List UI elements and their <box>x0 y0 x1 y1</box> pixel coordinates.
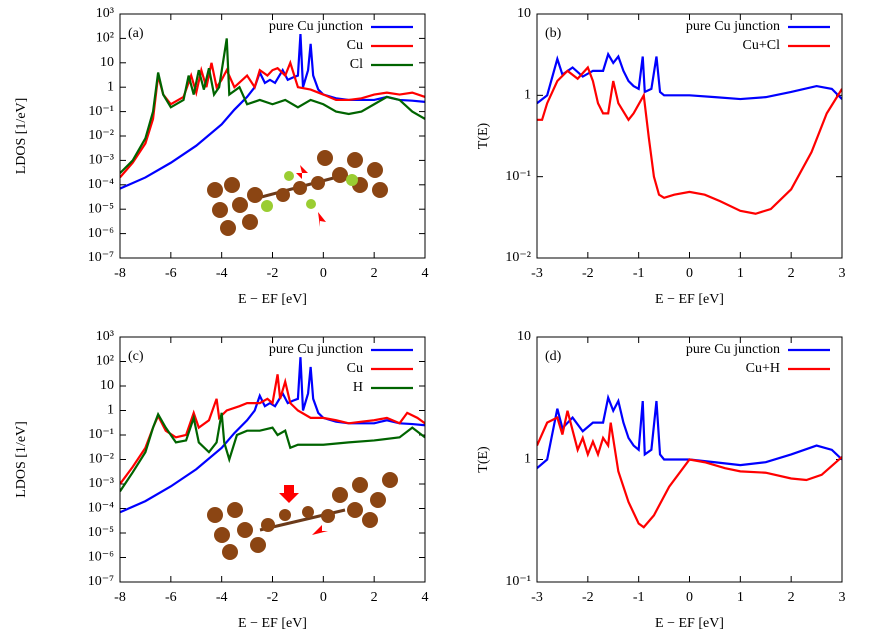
panel: -3 -2 -1 0 1 2 3 10⁻¹ 1 10 pure Cu junction Cu+H (d)… <box>476 329 845 631</box>
panel-label: (c) <box>128 349 144 364</box>
x-tick-label: -4 <box>216 266 228 281</box>
x-tick-label: -8 <box>114 266 126 281</box>
series-line <box>120 357 425 512</box>
y-tick-label: 10⁻¹ <box>505 169 531 184</box>
y-tick-label: 10⁻⁵ <box>88 525 114 540</box>
x-tick-label: 3 <box>839 590 846 605</box>
x-tick-label: 0 <box>686 590 693 605</box>
x-tick-label: 3 <box>839 266 846 281</box>
x-axis-label: E − EF [eV] <box>238 292 307 307</box>
panel-label: (a) <box>128 26 144 41</box>
series-line <box>537 411 842 527</box>
x-axis-label: E − EF [eV] <box>655 292 724 307</box>
y-tick-label: 10³ <box>96 329 114 344</box>
y-tick-label: 10 <box>517 6 531 21</box>
legend-label: Cl <box>350 57 363 72</box>
legend-label: Cu <box>347 361 363 376</box>
y-tick-label: 10⁻¹ <box>88 427 114 442</box>
legend-label: pure Cu junction <box>686 342 780 357</box>
x-tick-label: -1 <box>633 266 645 281</box>
molecule-c <box>207 472 398 560</box>
y-axis-label: T(E) <box>476 446 491 473</box>
y-tick-label: 10⁻¹ <box>505 574 531 589</box>
x-tick-label: -2 <box>582 266 594 281</box>
x-tick-label: -2 <box>267 266 279 281</box>
series-line <box>120 413 425 492</box>
x-tick-label: -6 <box>165 590 177 605</box>
plot-frame <box>120 337 425 582</box>
y-tick-label: 1 <box>107 79 114 94</box>
x-tick-label: 0 <box>320 590 327 605</box>
y-axis-label: LDOS [1/eV] <box>14 98 29 175</box>
y-tick-label: 10 <box>517 329 531 344</box>
y-tick-label: 10³ <box>96 6 114 21</box>
series-line <box>537 67 842 213</box>
legend-label: pure Cu junction <box>686 19 780 34</box>
x-tick-label: 4 <box>422 266 429 281</box>
y-tick-label: 10² <box>96 31 114 46</box>
figure: -8 -6 -4 -2 0 2 4 10⁻⁷ 10⁻⁶ 10⁻⁵ 10⁻⁴ 10⁻³ 10⁻² 10⁻¹ 1… <box>0 0 876 632</box>
y-tick-label: 10⁻⁵ <box>88 201 114 216</box>
y-tick-label: 10 <box>100 55 114 70</box>
legend-label: pure Cu junction <box>269 342 363 357</box>
x-tick-label: 2 <box>371 266 378 281</box>
plot-frame <box>537 14 842 258</box>
panel-label: (d) <box>545 349 562 364</box>
series-line <box>120 63 425 178</box>
x-tick-label: 2 <box>788 266 795 281</box>
x-tick-label: -2 <box>582 590 594 605</box>
y-tick-label: 1 <box>107 403 114 418</box>
y-axis-label: T(E) <box>476 122 491 149</box>
y-tick-label: 1 <box>524 88 531 103</box>
y-tick-label: 10⁻⁶ <box>88 226 114 241</box>
x-axis-label: E − EF [eV] <box>238 616 307 631</box>
legend-label: pure Cu junction <box>269 19 363 34</box>
panel-label: (b) <box>545 26 562 41</box>
y-tick-label: 10⁻² <box>88 128 114 143</box>
y-tick-label: 10⁻⁷ <box>88 574 114 589</box>
y-tick-label: 10⁻⁷ <box>88 250 114 265</box>
x-tick-label: -2 <box>267 590 279 605</box>
x-tick-label: -1 <box>633 590 645 605</box>
x-tick-label: -3 <box>531 266 543 281</box>
y-tick-label: 10⁻² <box>88 452 114 467</box>
x-tick-label: -3 <box>531 590 543 605</box>
y-tick-label: 10⁻² <box>505 250 531 265</box>
x-tick-label: 0 <box>320 266 327 281</box>
x-tick-label: -6 <box>165 266 177 281</box>
x-tick-label: 4 <box>422 590 429 605</box>
y-tick-label: 10⁻⁴ <box>88 501 114 516</box>
x-axis-label: E − EF [eV] <box>655 616 724 631</box>
x-tick-label: 1 <box>737 590 744 605</box>
y-tick-label: 10⁻⁶ <box>88 550 114 565</box>
legend-label: H <box>353 380 363 395</box>
panel: -8 -6 -4 -2 0 2 4 10⁻⁷ 10⁻⁶ 10⁻⁵ 10⁻⁴ 10⁻³ 10⁻² 10⁻¹ 1… <box>14 6 428 307</box>
y-tick-label: 10⁻³ <box>88 476 114 491</box>
x-tick-label: 2 <box>371 590 378 605</box>
y-axis-label: LDOS [1/eV] <box>14 421 29 498</box>
y-tick-label: 1 <box>524 452 531 467</box>
x-tick-label: 1 <box>737 266 744 281</box>
y-tick-label: 10⁻⁴ <box>88 177 114 192</box>
x-tick-label: 2 <box>788 590 795 605</box>
y-tick-label: 10⁻³ <box>88 153 114 168</box>
series-line <box>537 54 842 103</box>
panel: -3 -2 -1 0 1 2 3 10⁻² 10⁻¹ 1 10 pure Cu junction Cu+… <box>476 6 845 307</box>
molecule-a <box>207 150 388 236</box>
plot-frame <box>120 14 425 258</box>
y-tick-label: 10⁻¹ <box>88 104 114 119</box>
x-tick-label: 0 <box>686 266 693 281</box>
legend-label: Cu+H <box>746 361 780 376</box>
series-line <box>537 398 842 469</box>
x-tick-label: -8 <box>114 590 126 605</box>
y-tick-label: 10 <box>100 378 114 393</box>
legend-label: Cu <box>347 38 363 53</box>
x-tick-label: -4 <box>216 590 228 605</box>
legend-label: Cu+Cl <box>743 38 781 53</box>
y-tick-label: 10² <box>96 354 114 369</box>
series-line <box>120 38 425 173</box>
